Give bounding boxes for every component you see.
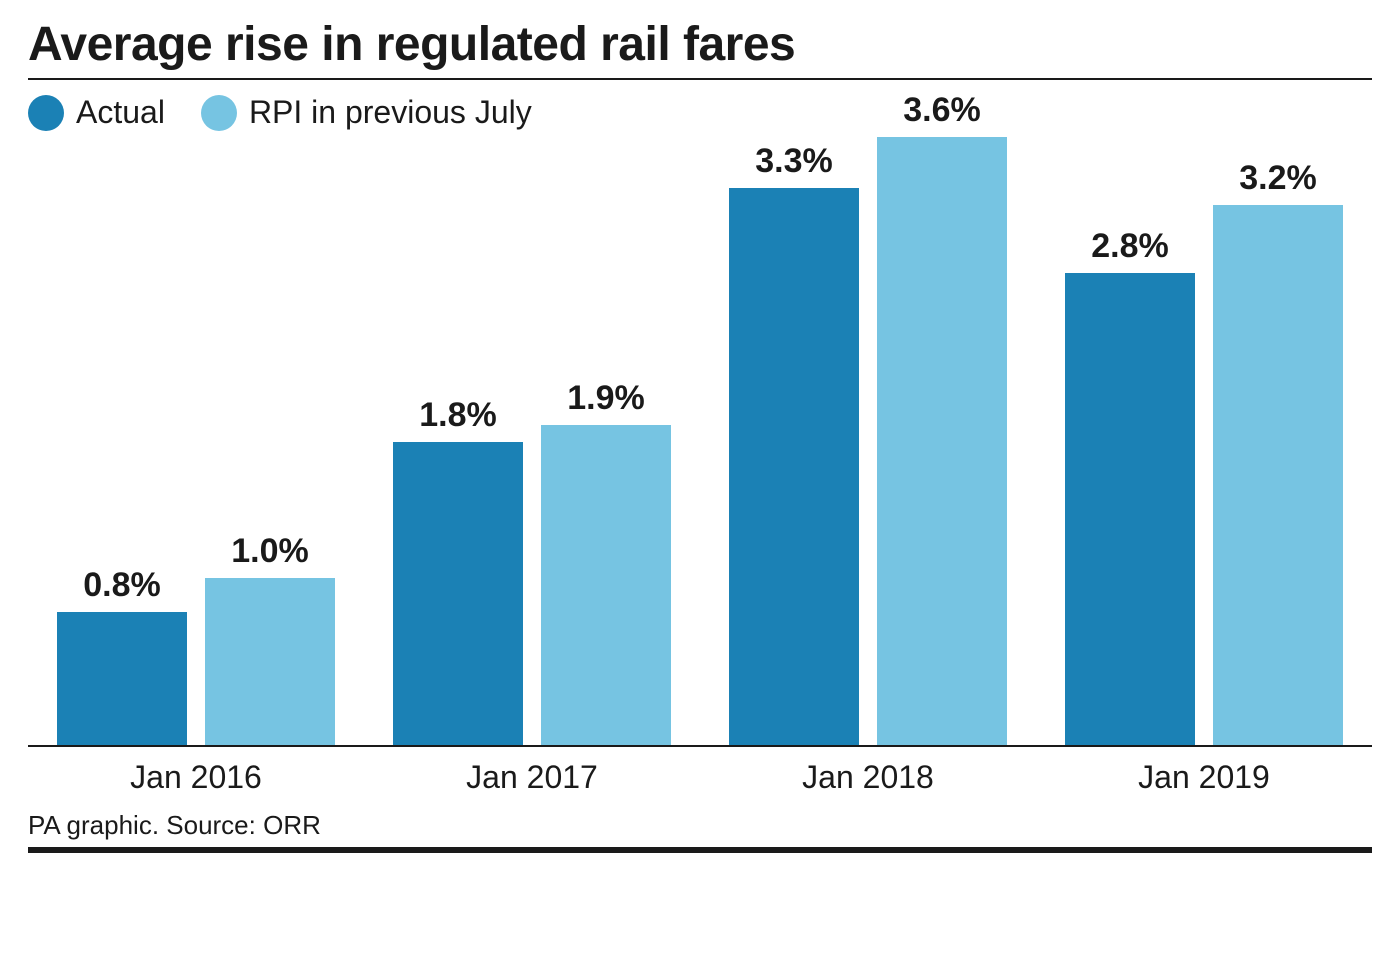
chart-title: Average rise in regulated rail fares: [28, 20, 1372, 78]
bar-rpi: [205, 578, 335, 747]
footer: PA graphic. Source: ORR: [28, 810, 1372, 853]
value-label: 1.0%: [231, 534, 309, 568]
legend-label-rpi: RPI in previous July: [249, 94, 532, 131]
x-axis-label: Jan 2018: [729, 759, 1007, 796]
bar-col-actual: 3.3%: [729, 144, 859, 747]
bar-col-actual: 1.8%: [393, 398, 523, 747]
bar-rpi: [541, 425, 671, 747]
value-label: 3.6%: [903, 93, 981, 127]
legend-item-actual: Actual: [28, 94, 165, 131]
legend-swatch-rpi: [201, 95, 237, 131]
legend-item-rpi: RPI in previous July: [201, 94, 532, 131]
bar-col-rpi: 3.6%: [877, 93, 1007, 747]
bar-col-actual: 0.8%: [57, 568, 187, 748]
bar-col-rpi: 3.2%: [1213, 161, 1343, 747]
bar-col-rpi: 1.9%: [541, 381, 671, 747]
x-axis-labels: Jan 2016 Jan 2017 Jan 2018 Jan 2019: [28, 759, 1372, 796]
value-label: 3.3%: [755, 144, 833, 178]
value-label: 3.2%: [1239, 161, 1317, 195]
legend: Actual RPI in previous July: [28, 94, 1372, 131]
legend-swatch-actual: [28, 95, 64, 131]
x-axis-label: Jan 2019: [1065, 759, 1343, 796]
plot-wrap: 0.8%1.0%1.8%1.9%3.3%3.6%2.8%3.2% Jan 201…: [28, 137, 1372, 796]
bar-group: 1.8% 1.9%: [393, 381, 671, 747]
bar-rpi: [877, 137, 1007, 747]
value-label: 1.9%: [567, 381, 645, 415]
bar-group: 0.8% 1.0%: [57, 534, 335, 747]
source-text: PA graphic. Source: ORR: [28, 810, 1372, 841]
bar-group: 2.8% 3.2%: [1065, 161, 1343, 747]
x-axis-label: Jan 2016: [57, 759, 335, 796]
value-label: 2.8%: [1091, 229, 1169, 263]
x-axis-label: Jan 2017: [393, 759, 671, 796]
bar-actual: [57, 612, 187, 748]
plot-area: 0.8%1.0%1.8%1.9%3.3%3.6%2.8%3.2%: [28, 137, 1372, 747]
chart-frame: Average rise in regulated rail fares Act…: [0, 0, 1400, 972]
baseline: [28, 745, 1372, 747]
legend-label-actual: Actual: [76, 94, 165, 131]
bar-group: 3.3% 3.6%: [729, 93, 1007, 747]
bar-actual: [393, 442, 523, 747]
value-label: 1.8%: [419, 398, 497, 432]
value-label: 0.8%: [83, 568, 161, 602]
bottom-rule: [28, 847, 1372, 853]
bar-col-rpi: 1.0%: [205, 534, 335, 747]
bar-col-actual: 2.8%: [1065, 229, 1195, 747]
bar-rpi: [1213, 205, 1343, 747]
bar-actual: [729, 188, 859, 747]
bar-groups: 0.8%1.0%1.8%1.9%3.3%3.6%2.8%3.2%: [28, 137, 1372, 747]
title-rule: [28, 78, 1372, 80]
bar-actual: [1065, 273, 1195, 747]
